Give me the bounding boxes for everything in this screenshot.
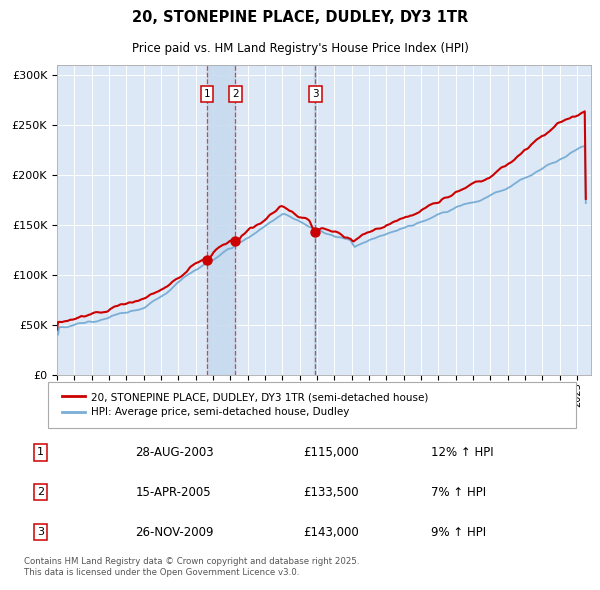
Text: £115,000: £115,000 (303, 446, 359, 459)
Text: 2: 2 (37, 487, 44, 497)
FancyBboxPatch shape (48, 382, 576, 428)
Text: 2: 2 (232, 89, 239, 99)
Text: Contains HM Land Registry data © Crown copyright and database right 2025.
This d: Contains HM Land Registry data © Crown c… (24, 558, 359, 577)
Text: £143,000: £143,000 (303, 526, 359, 539)
Text: 28-AUG-2003: 28-AUG-2003 (136, 446, 214, 459)
Bar (314, 65, 316, 375)
Text: Price paid vs. HM Land Registry's House Price Index (HPI): Price paid vs. HM Land Registry's House … (131, 42, 469, 55)
Legend: 20, STONEPINE PLACE, DUDLEY, DY3 1TR (semi-detached house), HPI: Average price, : 20, STONEPINE PLACE, DUDLEY, DY3 1TR (se… (58, 389, 431, 421)
Text: 9% ↑ HPI: 9% ↑ HPI (431, 526, 487, 539)
Text: 12% ↑ HPI: 12% ↑ HPI (431, 446, 494, 459)
Text: 7% ↑ HPI: 7% ↑ HPI (431, 486, 487, 499)
Text: 20, STONEPINE PLACE, DUDLEY, DY3 1TR: 20, STONEPINE PLACE, DUDLEY, DY3 1TR (132, 10, 468, 25)
Text: 1: 1 (37, 447, 44, 457)
Text: 26-NOV-2009: 26-NOV-2009 (136, 526, 214, 539)
Text: 3: 3 (312, 89, 319, 99)
Text: £133,500: £133,500 (303, 486, 359, 499)
Text: 1: 1 (203, 89, 210, 99)
Text: 15-APR-2005: 15-APR-2005 (136, 486, 211, 499)
Bar (207, 65, 235, 375)
Text: 3: 3 (37, 527, 44, 537)
